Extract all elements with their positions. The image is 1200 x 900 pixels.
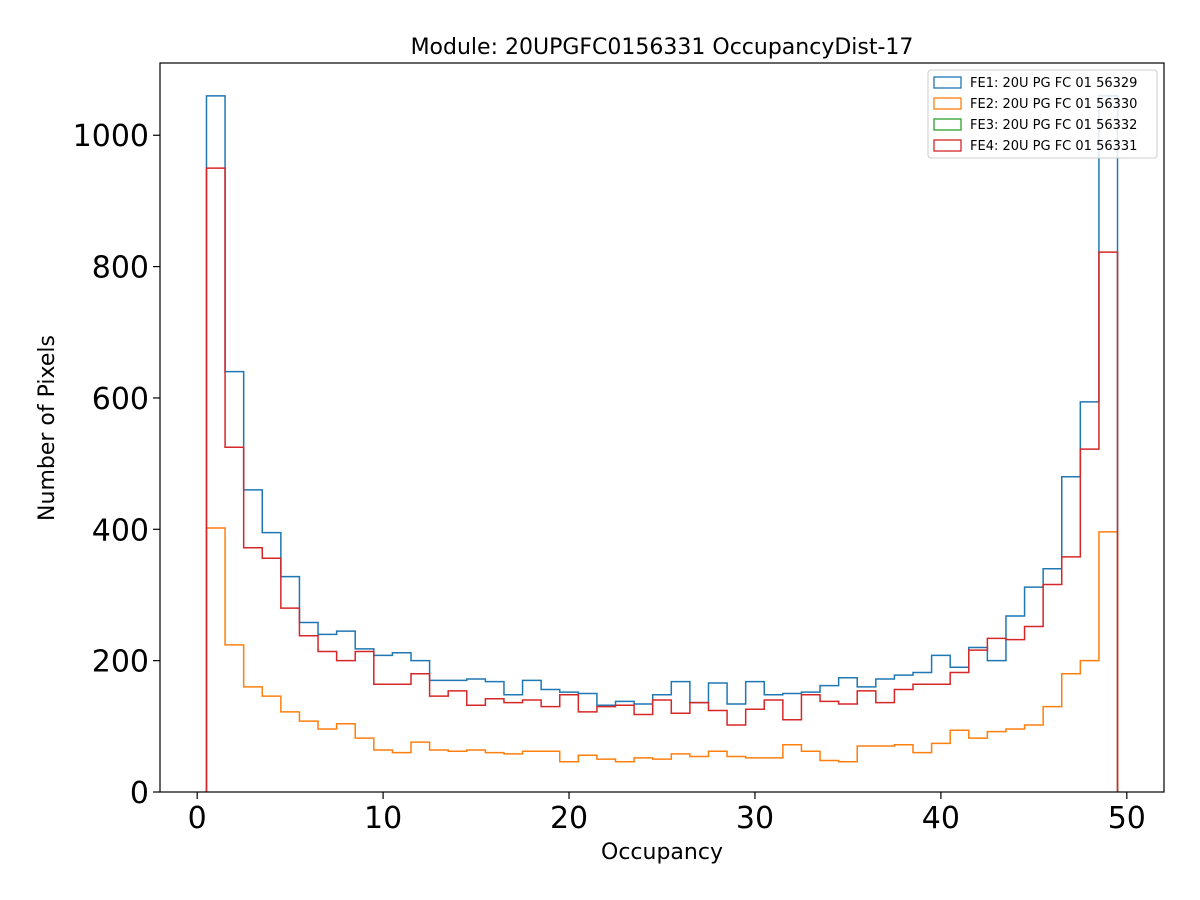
bin-bar: [299, 636, 318, 792]
bin-bar: [597, 707, 616, 792]
bin-bar: [801, 695, 820, 792]
bin-bar: [1080, 449, 1099, 792]
series-4: [205, 167, 1119, 793]
bin-bar: [1062, 557, 1081, 792]
bin-bar: [244, 548, 263, 792]
legend-swatch: [933, 76, 962, 89]
x-tick-label: 0: [188, 801, 207, 836]
plot-area-frame: [159, 62, 1165, 793]
y-tick-label: 600: [92, 382, 149, 417]
x-tick-label: 20: [550, 801, 588, 836]
legend-swatch: [933, 97, 962, 110]
bin-bar: [616, 705, 635, 792]
bin-bar: [578, 712, 597, 792]
bin-bar: [727, 725, 746, 792]
bin-bar: [1099, 252, 1118, 792]
x-axis-title: Occupancy: [601, 840, 723, 865]
bin-bar: [690, 703, 709, 792]
bin-bar: [262, 558, 281, 792]
bin-bar: [913, 684, 932, 792]
bin-bar: [541, 707, 560, 792]
bin-bar: [1025, 627, 1044, 793]
x-tick-label: 50: [1108, 801, 1146, 836]
y-tick-label: 0: [130, 776, 149, 811]
bin-bar: [355, 651, 374, 792]
bin-bar: [225, 447, 244, 792]
bin-bar: [318, 651, 337, 792]
bin-bar: [839, 704, 858, 792]
bin-bar: [857, 691, 876, 792]
bin-bar: [448, 691, 467, 792]
bin-bar: [876, 703, 895, 792]
legend-swatch: [933, 139, 962, 152]
bin-bar: [746, 709, 765, 792]
bin-bar: [969, 650, 988, 792]
bin-bar: [634, 715, 653, 793]
bin-bar: [281, 608, 300, 792]
bin-bar: [206, 168, 225, 792]
chart-title: Module: 20UPGFC0156331 OccupancyDist-17: [411, 35, 914, 60]
x-tick-label: 30: [736, 801, 774, 836]
y-tick-label: 200: [92, 645, 149, 680]
bin-bar: [708, 711, 727, 792]
bin-bar: [337, 661, 356, 792]
x-tick-label: 40: [922, 801, 960, 836]
y-tick-label: 400: [92, 513, 149, 548]
bin-bar: [392, 684, 411, 792]
legend: FE1: 20U PG FC 01 56329 FE2: 20U PG FC 01…: [927, 69, 1158, 159]
bin-bar: [653, 700, 672, 792]
legend-box: [927, 69, 1158, 159]
bin-bar: [411, 674, 430, 792]
bin-bar: [1043, 584, 1062, 792]
bin-bar: [894, 690, 913, 792]
bin-bar: [783, 720, 802, 792]
bin-bar: [950, 672, 969, 792]
bin-bar: [987, 638, 1006, 792]
series-layer: [205, 95, 1119, 793]
bin-bar: [430, 696, 449, 792]
legend-label: FE3: 20U PG FC 01 56332: [970, 118, 1137, 133]
bin-bar: [467, 705, 486, 792]
bin-bar: [671, 713, 690, 792]
x-tick-label: 10: [364, 801, 402, 836]
bin-bar: [504, 703, 523, 792]
legend-swatch: [933, 118, 962, 131]
series-2: [205, 527, 1119, 792]
legend-label: FE4: 20U PG FC 01 56331: [970, 139, 1137, 154]
y-tick-label: 800: [92, 251, 149, 286]
bin-bar: [1006, 640, 1025, 792]
bin-bar: [374, 684, 393, 792]
series-line-2: [205, 527, 1119, 792]
y-axis-title: Number of Pixels: [35, 335, 60, 521]
legend-label: FE1: 20U PG FC 01 56329: [970, 76, 1137, 91]
bin-bar: [764, 700, 783, 792]
bin-bar: [560, 695, 579, 792]
bin-bar: [485, 699, 504, 792]
bin-bar: [820, 701, 839, 792]
axis-ticks: 0 10 20 30 40 50 0 200 400 600 800 1000: [73, 119, 1146, 836]
bin-bar: [932, 684, 951, 792]
bin-bar: [523, 700, 542, 792]
y-tick-label: 1000: [73, 119, 149, 154]
legend-label: FE2: 20U PG FC 01 56330: [970, 97, 1137, 112]
series-line-4: [205, 167, 1119, 792]
